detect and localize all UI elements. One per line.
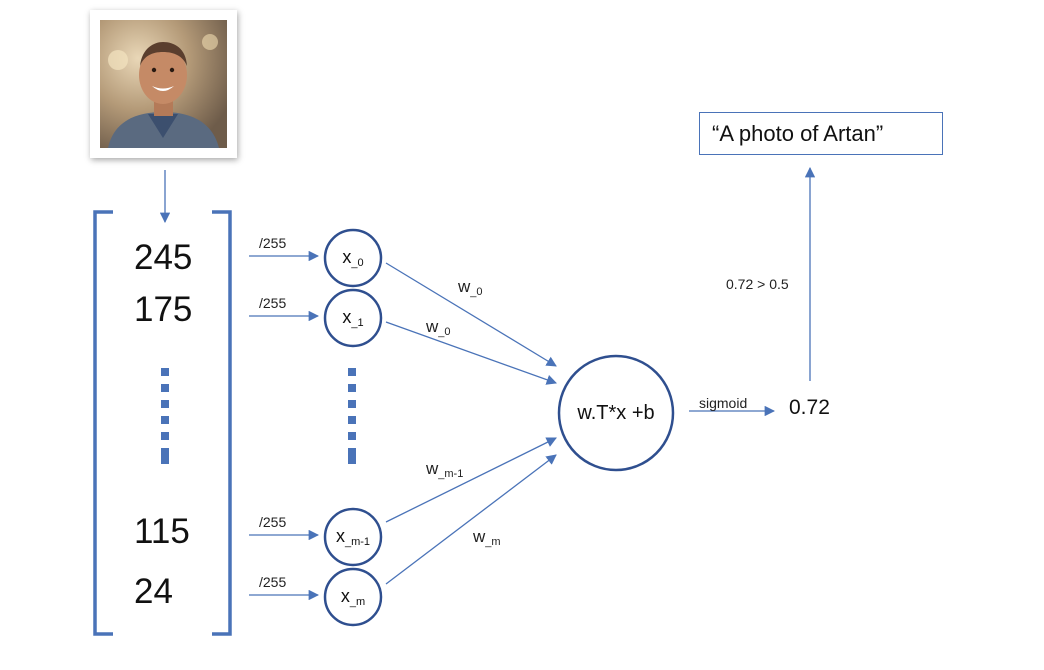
input-label-3: x_m	[340, 586, 366, 608]
result-caption: “A photo of Artan”	[712, 120, 884, 146]
input-node-2	[323, 507, 383, 567]
weight-label-1: w_0	[426, 317, 451, 338]
weight-edge-3	[385, 454, 557, 585]
weight-label-0: w_0	[458, 277, 483, 298]
normalize-label-0: /255	[259, 235, 287, 251]
output-value: 0.72	[789, 396, 830, 419]
vector-value-1: 175	[134, 290, 193, 329]
input-ellipsis-dots	[348, 368, 356, 464]
weight-label-2: w_m-1	[426, 459, 464, 480]
input-label-2: x_m-1	[335, 526, 371, 548]
input-node-1	[323, 288, 383, 348]
normalize-label-1: /255	[259, 295, 287, 311]
normalize-label-2: /255	[259, 514, 287, 530]
vector-value-0: 245	[134, 238, 193, 277]
portrait-photo	[100, 20, 227, 148]
result-caption-box: “A photo of Artan”	[699, 112, 943, 155]
weight-edge-0	[385, 262, 557, 367]
input-node-3	[323, 567, 383, 627]
vector-bracket-left	[93, 210, 113, 636]
input-label-0: x_0	[342, 247, 364, 269]
input-node-0	[323, 228, 383, 288]
vector-value-2: 115	[134, 512, 190, 551]
input-label-1: x_1	[342, 307, 364, 329]
threshold-label: 0.72 > 0.5	[726, 276, 789, 292]
normalize-label-3: /255	[259, 574, 287, 590]
activation-label: sigmoid	[699, 395, 748, 411]
vector-value-3: 24	[134, 572, 173, 611]
input-photo-frame	[90, 10, 237, 158]
weight-edge-1	[385, 321, 557, 385]
neuron-formula: w.T*x +b	[577, 402, 655, 424]
weight-label-3: w_m	[473, 527, 501, 548]
vector-bracket-right	[212, 210, 232, 636]
neuron-node	[557, 354, 675, 472]
vector-ellipsis-dots	[161, 368, 169, 464]
weight-edge-2	[385, 437, 557, 523]
